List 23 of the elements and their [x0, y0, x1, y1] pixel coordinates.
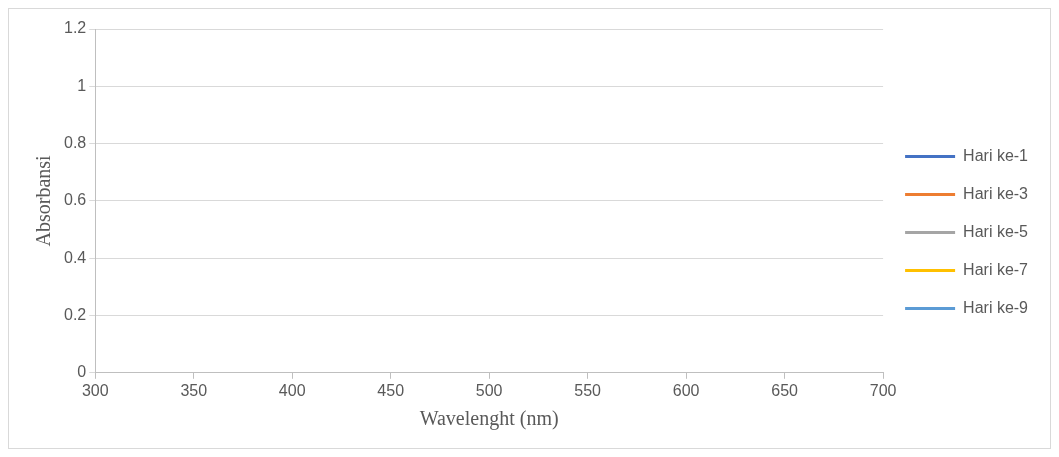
x-tick-label: 450 [377, 381, 405, 399]
y-tick-label: 0 [77, 363, 87, 381]
x-tick-label: 550 [574, 381, 602, 399]
y-tick-label: 1.2 [63, 19, 87, 37]
y-tick-label: 0.2 [63, 305, 87, 323]
x-tick-label: 650 [771, 381, 799, 399]
legend-label: Hari ke-3 [963, 184, 1029, 202]
legend-label: Hari ke-7 [963, 260, 1029, 278]
x-tick-label: 600 [672, 381, 700, 399]
x-axis-title: Wavelenght (nm) [419, 407, 559, 431]
x-tick-label: 700 [869, 381, 897, 399]
x-tick-label: 300 [81, 381, 109, 399]
y-tick-label: 0.8 [63, 134, 87, 152]
legend-label: Hari ke-5 [963, 222, 1029, 240]
y-tick-label: 0.6 [63, 191, 87, 209]
y-tick-label: 1 [77, 76, 87, 94]
x-tick-label: 350 [180, 381, 208, 399]
y-tick-label: 0.4 [63, 248, 87, 266]
y-axis-title: Absorbansi [32, 154, 55, 247]
legend-label: Hari ke-1 [963, 146, 1029, 164]
x-tick-label: 500 [475, 381, 503, 399]
legend-label: Hari ke-9 [963, 298, 1029, 316]
x-tick-label: 400 [278, 381, 306, 399]
